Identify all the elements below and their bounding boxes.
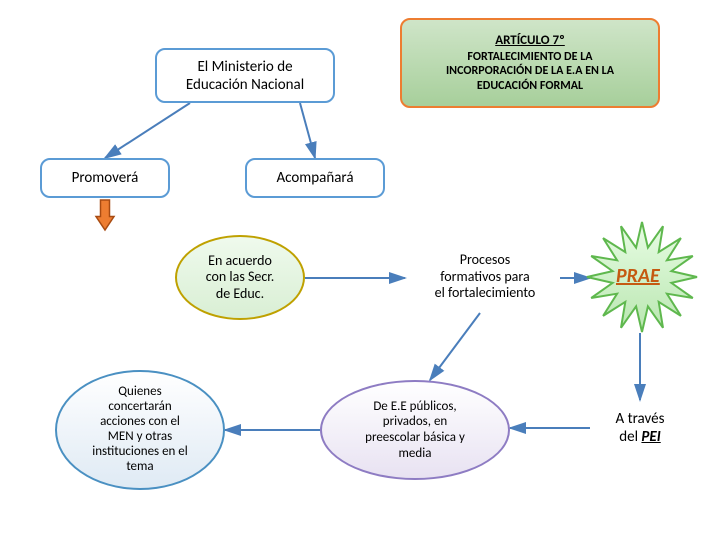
de-ee-text: De E.E públicos, privados, en preescolar… [365, 399, 465, 461]
articulo7-body: FORTALECIMIENTO DE LA INCORPORACIÓN DE L… [446, 50, 614, 93]
acompanara-text: Acompañará [276, 169, 353, 187]
node-atraves: A través del PEI [590, 400, 690, 455]
articulo7-title: ARTÍCULO 7º [495, 33, 565, 48]
ministerio-text: El Ministerio de Educación Nacional [186, 58, 304, 94]
node-de-ee: De E.E públicos, privados, en preescolar… [320, 380, 510, 480]
atraves-text: A través del PEI [616, 410, 665, 446]
prae-text: PRAE [616, 264, 660, 288]
node-quienes: Quienes concertarán acciones con el MEN … [55, 370, 225, 490]
quienes-text: Quienes concertarán acciones con el MEN … [92, 385, 188, 475]
atraves-pei: PEI [641, 428, 660, 446]
node-promovera: Promoverá [40, 158, 170, 198]
node-procesos: Procesos formativos para el fortalecimie… [405, 242, 565, 312]
promovera-text: Promoverá [72, 169, 139, 187]
node-enacuerdo: En acuerdo con las Secr. de Educ. [175, 235, 305, 320]
node-ministerio: El Ministerio de Educación Nacional [155, 48, 335, 103]
node-articulo7: ARTÍCULO 7º FORTALECIMIENTO DE LA INCORP… [400, 18, 660, 108]
node-acompanara: Acompañará [245, 158, 385, 198]
enacuerdo-text: En acuerdo con las Secr. de Educ. [206, 253, 275, 301]
procesos-text: Procesos formativos para el fortalecimie… [435, 252, 536, 302]
